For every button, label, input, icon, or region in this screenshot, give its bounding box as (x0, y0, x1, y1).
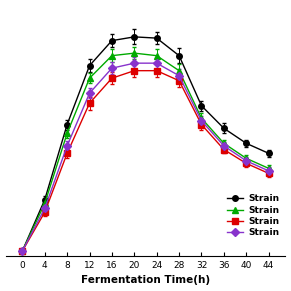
Legend: Strain, Strain, Strain, Strain: Strain, Strain, Strain, Strain (226, 193, 281, 239)
X-axis label: Fermentation Time(h): Fermentation Time(h) (81, 276, 210, 285)
